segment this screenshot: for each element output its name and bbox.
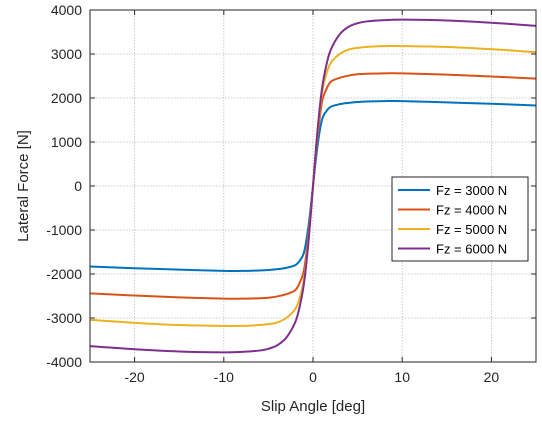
y-tick-label: 2000 (51, 90, 82, 106)
series-line-4 (89, 18, 537, 354)
y-tick-label: -1000 (46, 222, 82, 238)
y-tick-label: 1000 (51, 134, 82, 150)
legend-entry: Fz = 5000 N (436, 222, 507, 237)
y-axis-ticks: -4000 -3000 -2000 -1000 0 1000 2000 3000 4000 (46, 2, 536, 370)
y-axis-label: Lateral Force [N] (15, 130, 32, 242)
legend-entry: Fz = 6000 N (436, 242, 507, 257)
y-tick-label: -2000 (46, 266, 82, 282)
y-tick-label: 0 (74, 178, 82, 194)
series-layer (89, 18, 537, 354)
x-tick-label: 10 (394, 369, 410, 385)
y-tick-label: 4000 (51, 2, 82, 18)
legend-entry: Fz = 4000 N (436, 203, 507, 218)
y-tick-label: -4000 (46, 354, 82, 370)
x-tick-label: -10 (214, 369, 234, 385)
x-tick-label: 0 (309, 369, 317, 385)
legend: Fz = 3000 N Fz = 4000 N Fz = 5000 N Fz = 60… (391, 176, 529, 262)
y-tick-label: -3000 (46, 310, 82, 326)
x-tick-label: -20 (124, 369, 144, 385)
x-axis-label: Slip Angle [deg] (261, 398, 365, 415)
y-tick-label: 3000 (51, 46, 82, 62)
legend-entry: Fz = 3000 N (436, 183, 507, 198)
x-tick-label: 20 (484, 369, 500, 385)
x-axis-ticks: -20 -10 0 10 20 (124, 10, 499, 385)
